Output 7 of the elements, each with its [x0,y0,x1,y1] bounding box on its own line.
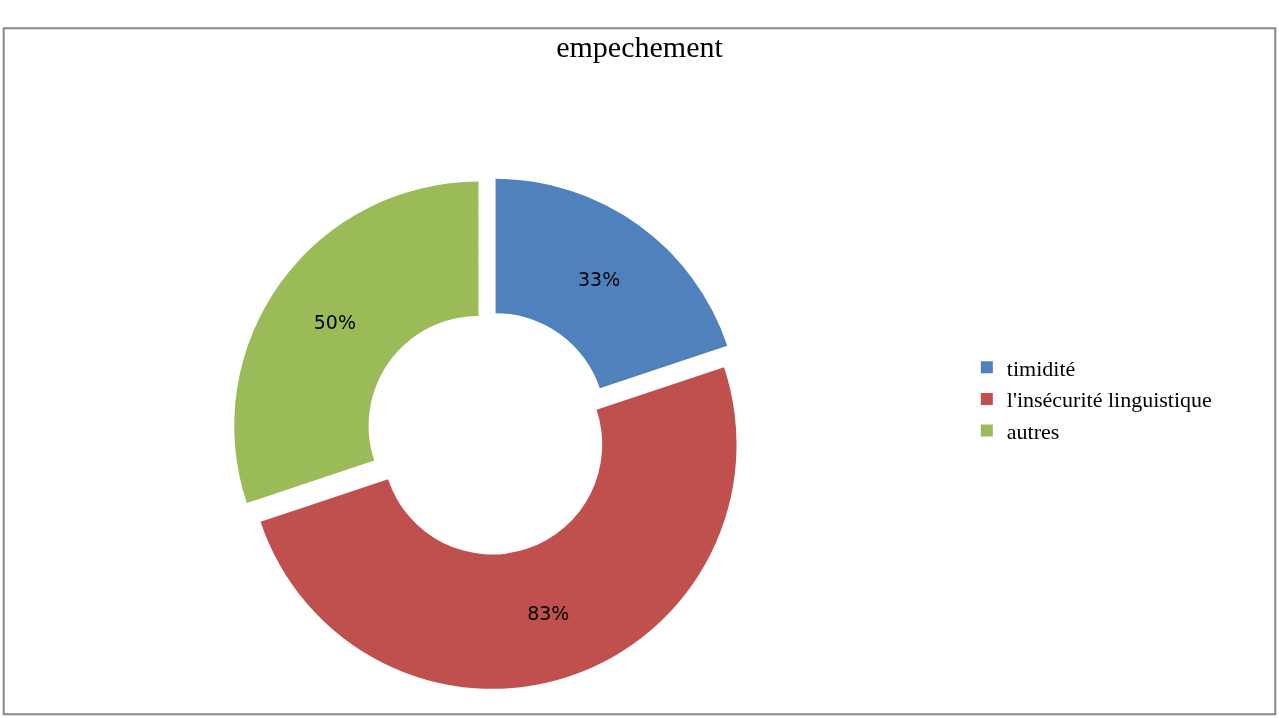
legend-label: autres [1006,419,1060,445]
chart-title: empechement [556,29,724,63]
legend-label: timidité [1006,355,1076,381]
legend-label: l'insécurité linguistique [1006,387,1212,413]
data-label: 33% [577,268,621,291]
data-label: 83% [527,601,570,624]
data-label: 50% [313,311,356,334]
